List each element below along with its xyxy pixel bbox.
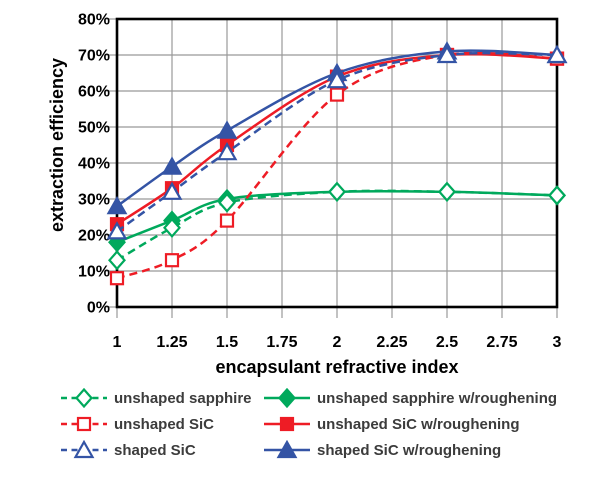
marker-shaped-sic-w-roughening [216,120,238,139]
legend-item-unshaped-sic-roughened: unshaped SiC w/roughening [263,414,557,434]
marker-shaped-sic [436,44,458,64]
marker-shaped-sic [546,44,568,64]
plot-canvas: 1 1.25 1.5 1.75 2 2.25 2.5 2.75 30%10%20%30%40%5… [78,12,568,351]
y-tick-label: 10% [78,264,110,281]
x-tick-label: 2.75 [486,334,517,351]
legend-item-unshaped-sapphire: unshaped sapphire [60,388,263,408]
legend-marker-shaped-sic-w-roughening [276,440,298,459]
legend-item-shaped-sic: shaped SiC [60,440,263,460]
marker-unshaped-sapphire [218,192,236,213]
marker-unshaped-sic [109,271,125,286]
y-tick-label: 60% [78,84,110,101]
x-tick-label: 1 [113,334,122,351]
x-tick-label: 2 [333,334,342,351]
legend-label: unshaped sapphire [114,389,252,407]
legend-swatch-unshaped-sapphire-roughened [264,388,310,408]
x-tick-label: 2.25 [376,334,407,351]
marker-shaped-sic-w-roughening [106,195,128,215]
marker-unshaped-sapphire [328,181,346,202]
legend-swatch-unshaped-sic-roughened [264,416,310,432]
legend-marker-unshaped-sic-w-roughening [279,416,295,432]
legend-swatch-unshaped-sapphire [61,388,107,408]
y-tick-label: 80% [78,12,110,29]
marker-unshaped-sic [164,253,180,268]
legend-label: shaped SiC [114,441,196,459]
x-tick-label: 3 [553,334,562,351]
marker-shaped-sic-w-roughening [161,156,183,175]
marker-shaped-sic [161,181,183,200]
y-tick-label: 20% [78,228,110,245]
legend-marker-shaped-sic [73,440,95,459]
marker-unshaped-sic [329,87,345,102]
legend-label: shaped SiC w/roughening [317,441,502,459]
series-line-unshaped-sapphire [116,189,558,262]
legend: unshaped sapphire unshaped sapphire w/ro… [60,388,557,460]
x-tick-label: 1.75 [266,334,297,351]
y-tick-label: 30% [78,192,110,209]
legend-swatch-shaped-sic-roughened [264,440,310,459]
legend-item-shaped-sic-roughened: shaped SiC w/roughening [263,440,557,460]
y-tick-label: 50% [78,120,110,137]
marker-shaped-sic [326,69,348,89]
legend-swatch-unshaped-sic [61,416,107,432]
y-tick-label: 70% [78,48,110,65]
legend-item-unshaped-sic: unshaped SiC [60,414,263,434]
legend-marker-unshaped-sapphire [75,388,93,408]
legend-marker-unshaped-sapphire-w-roughening [278,388,296,408]
plot-frame [115,17,559,309]
x-tick-label: 2.5 [436,334,458,351]
legend-label: unshaped SiC w/roughening [317,415,520,433]
marker-unshaped-sapphire [548,185,566,206]
legend-label: unshaped SiC [114,415,215,433]
legend-marker-unshaped-sic [76,416,92,432]
legend-label: unshaped sapphire w/roughening [317,389,558,407]
marker-unshaped-sic [219,213,235,228]
x-axis-title: encapsulant refractive index [215,357,459,377]
series-unshaped-sapphire [108,181,566,271]
legend-item-unshaped-sapphire-roughened: unshaped sapphire w/roughening [263,388,557,408]
legend-swatch-shaped-sic [61,440,107,459]
marker-unshaped-sapphire [108,250,126,271]
y-tick-label: 40% [78,156,110,173]
marker-shaped-sic [106,221,128,240]
x-tick-label: 1.5 [216,334,238,351]
marker-unshaped-sapphire [163,217,181,238]
series-shaped-sic [106,44,568,240]
y-axis-title: extraction efficiency [47,57,67,233]
x-tick-label: 1.25 [156,334,187,351]
marker-shaped-sic [216,141,238,161]
y-tick-label: 0% [87,300,110,317]
marker-unshaped-sapphire [438,181,456,202]
